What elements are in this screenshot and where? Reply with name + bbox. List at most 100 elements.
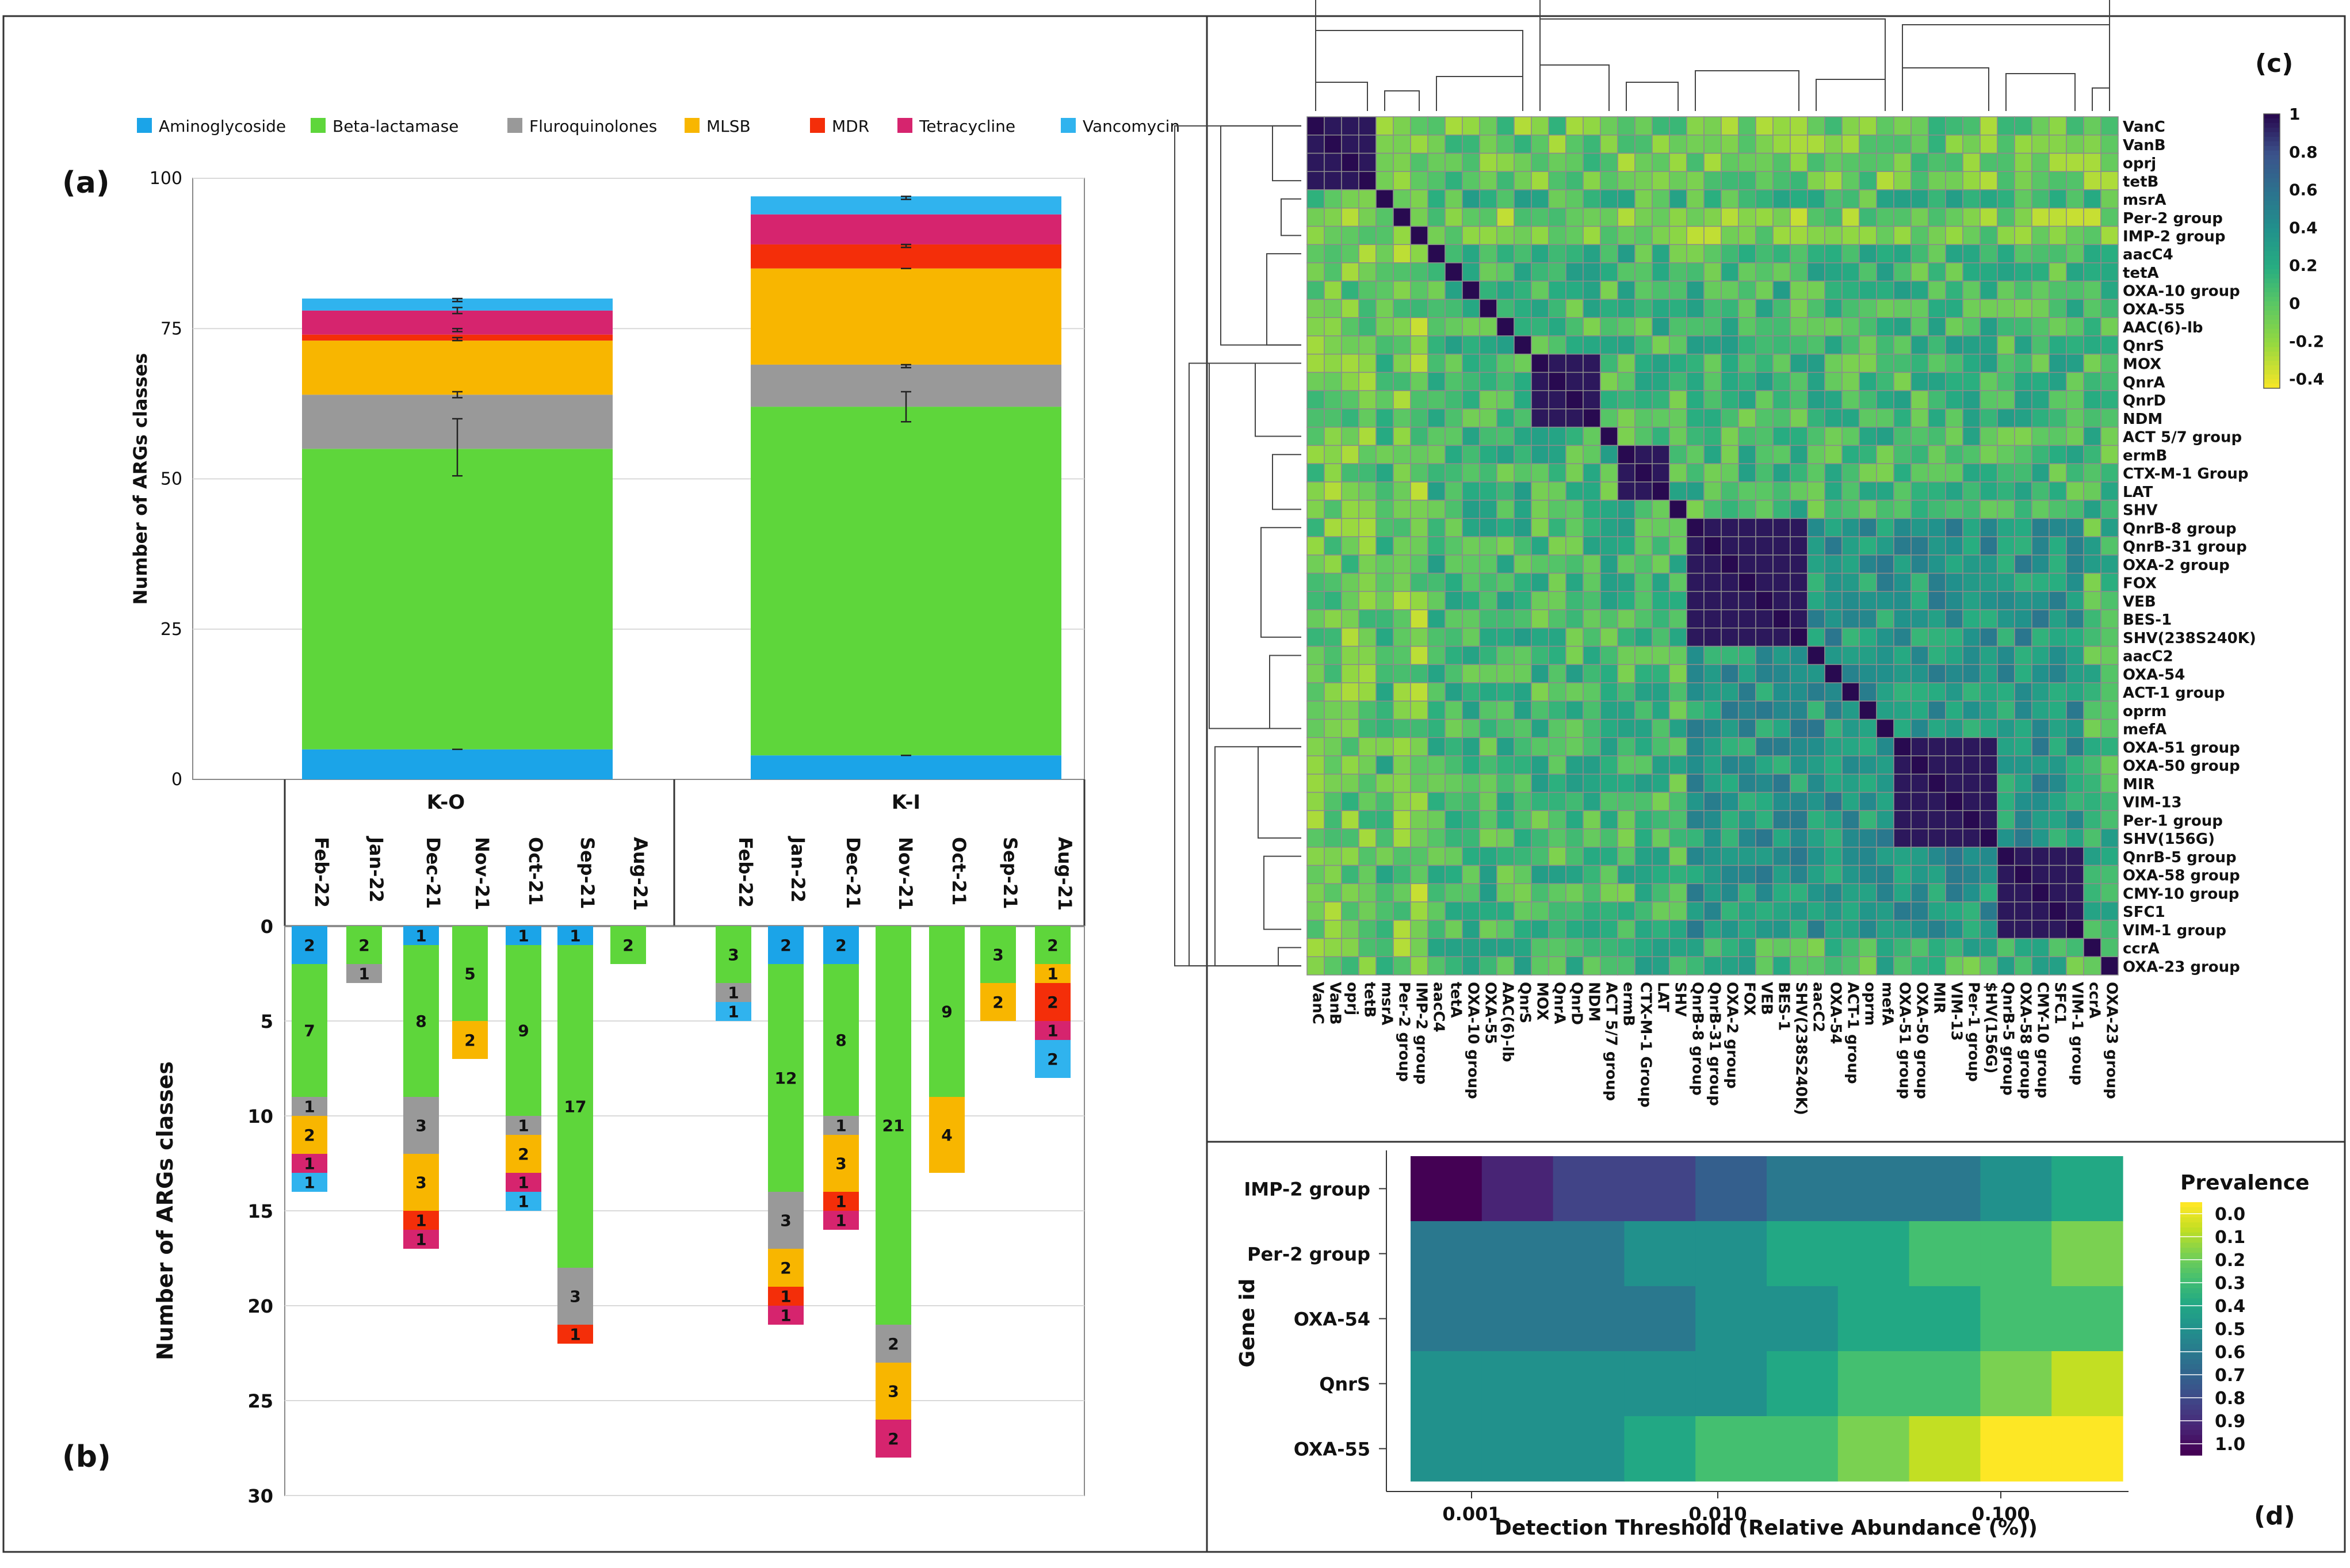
colorbar-c-seg-13	[2264, 173, 2280, 178]
heatmap-cell-c-20-33	[1876, 481, 1894, 501]
heatmap-cell-c-39-41	[2014, 828, 2032, 848]
heatmap-cell-c-35-30	[1824, 755, 1843, 775]
heatmap-cell-c-18-23	[1703, 445, 1722, 464]
heatmap-cell-c-26-25	[1738, 591, 1756, 610]
heatmap-cell-c-18-29	[1807, 445, 1825, 464]
bar-label-b-k-o-dec-21-1: 8	[415, 1012, 426, 1031]
heatmap-cell-c-28-19	[1634, 628, 1653, 647]
heatmap-cell-c-43-46	[2100, 901, 2119, 921]
heatmap-cell-c-28-31	[1841, 628, 1860, 647]
heatmap-cell-c-17-27	[1772, 426, 1791, 446]
heatmap-cell-c-8-28	[1790, 262, 1808, 282]
heatmap-cell-c-39-0	[1306, 828, 1325, 848]
heatmap-cell-c-19-46	[2100, 463, 2119, 483]
heatmap-cell-c-9-41	[2014, 280, 2032, 300]
heatmap-cell-c-45-9	[1462, 938, 1480, 958]
heatmap-cell-c-43-6	[1410, 901, 1428, 921]
heatmap-cell-c-7-0	[1306, 244, 1325, 263]
heatmap-cell-c-38-17	[1600, 810, 1618, 829]
heatmap-cell-c-32-46	[2100, 701, 2119, 720]
heatmap-cell-c-38-41	[2014, 810, 2032, 829]
heatmap-cell-c-27-28	[1790, 609, 1808, 629]
heatmap-cell-c-0-4	[1375, 116, 1394, 136]
heatmap-cell-c-8-42	[2031, 262, 2050, 282]
heatmap-cell-c-44-43	[2049, 920, 2067, 939]
heatmap-cell-c-33-24	[1721, 718, 1739, 739]
heatmap-cell-c-38-11	[1496, 810, 1515, 829]
heatmap-cell-c-15-5	[1393, 390, 1411, 410]
heatmap-cell-c-24-7	[1427, 554, 1446, 574]
heatmap-cell-c-4-42	[2031, 189, 2050, 209]
heatmap-cell-c-17-39	[1980, 426, 1998, 446]
heatmap-cell-c-10-45	[2083, 299, 2101, 318]
heatmap-cell-c-13-16	[1583, 353, 1601, 373]
heatmap-cell-c-11-15	[1565, 317, 1584, 336]
heatmap-cell-c-32-14	[1548, 701, 1566, 720]
heatmap-cell-c-28-21	[1669, 628, 1687, 647]
heatmap-cell-c-1-32	[1859, 134, 1877, 154]
heatmap-cell-c-1-15	[1565, 134, 1584, 154]
heatmap-cell-c-33-16	[1583, 718, 1601, 739]
heatmap-cell-c-15-1	[1324, 390, 1342, 410]
colorbar-c-seg-46	[2264, 324, 2280, 330]
heatmap-cell-c-32-3	[1358, 701, 1377, 720]
heatmap-cell-c-9-27	[1772, 280, 1791, 300]
heatmap-cell-c-29-43	[2049, 645, 2067, 666]
heatmap-cell-c-31-17	[1600, 682, 1618, 702]
heatmap-cell-c-12-36	[1928, 335, 1946, 355]
heatmap-cell-c-14-8	[1445, 372, 1463, 391]
heatmap-cell-c-33-37	[1945, 718, 1963, 739]
heatmap-cell-c-39-9	[1462, 828, 1480, 848]
heatmap-cell-c-33-14	[1548, 718, 1566, 739]
heatmap-cell-c-32-7	[1427, 701, 1446, 720]
heatmap-cell-c-10-10	[1479, 299, 1497, 318]
heatmap-cell-c-26-30	[1824, 591, 1843, 610]
legend-d-seg-45	[2180, 1430, 2202, 1436]
ytick-b-10: 10	[247, 1106, 273, 1127]
heatmap-cell-c-41-0	[1306, 865, 1325, 885]
heatmap-cell-c-24-19	[1634, 554, 1653, 574]
heatmap-cell-c-4-0	[1306, 189, 1325, 209]
heatmap-cell-c-16-27	[1772, 408, 1791, 428]
bar-b-k-o-feb-22-mlsb	[292, 1116, 327, 1154]
heatmap-cell-c-15-24	[1721, 390, 1739, 410]
legend-d-seg-41	[2180, 1409, 2202, 1416]
heatmap-cell-c-24-5	[1393, 554, 1411, 574]
heatmap-cell-c-46-29	[1807, 956, 1825, 976]
heatmap-cell-c-17-21	[1669, 426, 1687, 446]
heatmap-cell-c-13-8	[1445, 353, 1463, 373]
heatmap-cell-c-7-13	[1531, 244, 1549, 263]
col-label-c-46: OXA-23 group	[2103, 982, 2120, 1099]
heatmap-cell-c-0-42	[2031, 116, 2050, 136]
colorbar-c-seg-56	[2264, 370, 2280, 375]
heatmap-cell-c-27-2	[1341, 609, 1359, 629]
heatmap-cell-c-37-33	[1876, 791, 1894, 812]
heatmap-cell-d-3-3	[1624, 1351, 1696, 1417]
bar-b-k-o-sep-21-mdr	[557, 1325, 593, 1344]
ytick-b-0: 0	[261, 916, 273, 938]
colorbar-c-seg-59	[2264, 384, 2280, 389]
heatmap-cell-c-20-6	[1410, 481, 1428, 501]
colorbar-c-seg-28	[2264, 242, 2280, 247]
heatmap-cell-c-4-25	[1738, 189, 1756, 209]
heatmap-cell-c-0-7	[1427, 116, 1446, 136]
heatmap-cell-c-28-42	[2031, 628, 2050, 647]
bar-b-k-i-dec-21-mlsb	[823, 1135, 859, 1192]
heatmap-cell-c-26-24	[1721, 591, 1739, 610]
bar-b-k-i-nov-21-fluroquinolones	[876, 1325, 911, 1363]
colorbar-c-seg-47	[2264, 328, 2280, 334]
heatmap-cell-c-46-17	[1600, 956, 1618, 976]
colorbar-c-seg-42	[2264, 305, 2280, 311]
heatmap-cell-c-29-24	[1721, 645, 1739, 666]
heatmap-cell-c-11-30	[1824, 317, 1843, 336]
legend-d-seg-27	[2180, 1338, 2202, 1344]
bar-b-k-i-jan-22-beta-lactamase	[768, 964, 804, 1192]
bar-b-k-o-dec-21-beta-lactamase	[403, 945, 439, 1097]
heatmap-cell-c-26-14	[1548, 591, 1566, 610]
heatmap-cell-c-19-24	[1721, 463, 1739, 483]
heatmap-cell-c-38-12	[1514, 810, 1532, 829]
heatmap-cell-c-42-11	[1496, 883, 1515, 902]
heatmap-cell-c-17-2	[1341, 426, 1359, 446]
heatmap-cell-c-44-33	[1876, 920, 1894, 939]
heatmap-cell-c-28-13	[1531, 628, 1549, 647]
